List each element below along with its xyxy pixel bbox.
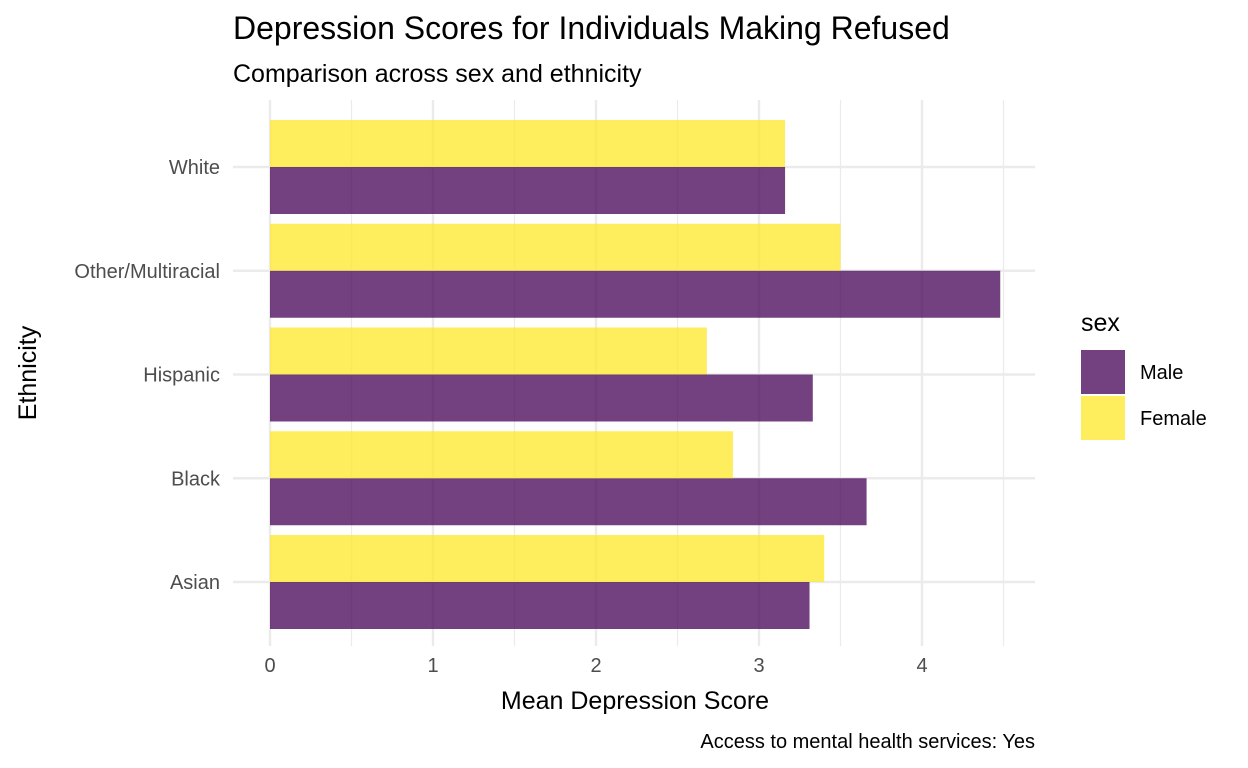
legend-key-male [1081,350,1125,394]
chart-subtitle: Comparison across sex and ethnicity [233,60,642,88]
x-axis-title: Mean Depression Score [501,687,769,715]
bar-male-asian [270,582,810,629]
x-tick-label: 1 [427,655,438,677]
bar-male-other-multiracial [270,270,1001,318]
y-tick-label: White [169,157,220,179]
x-tick-labels: 0 1 2 3 4 [264,655,927,677]
y-tick-label: Hispanic [143,365,220,387]
bar-female-hispanic [270,327,707,375]
chart-title: Depression Scores for Individuals Making… [233,10,950,46]
legend-label-female: Female [1140,408,1207,430]
x-tick-label: 4 [916,655,927,677]
bars [270,120,1001,629]
bar-male-black [270,478,867,526]
y-tick-label: Asian [170,572,220,594]
legend-title: sex [1081,309,1120,337]
bar-female-white [270,120,786,167]
bar-male-hispanic [270,374,813,422]
y-tick-label: Other/Multiracial [74,261,220,283]
x-tick-label: 0 [264,655,275,677]
bar-female-black [270,431,733,479]
bar-female-other-multiracial [270,223,841,271]
chart-caption: Access to mental health services: Yes [700,731,1035,753]
legend: sex Male Female [1081,309,1207,440]
legend-label-male: Male [1140,362,1183,384]
legend-key-female [1081,396,1125,440]
x-tick-label: 3 [753,655,764,677]
y-tick-labels: Asian Black Hispanic Other/Multiracial White [74,157,221,594]
y-axis-title: Ethnicity [14,325,42,420]
bar-female-asian [270,535,825,582]
y-tick-label: Black [171,468,221,490]
x-tick-label: 2 [590,655,601,677]
bar-male-white [270,167,786,214]
